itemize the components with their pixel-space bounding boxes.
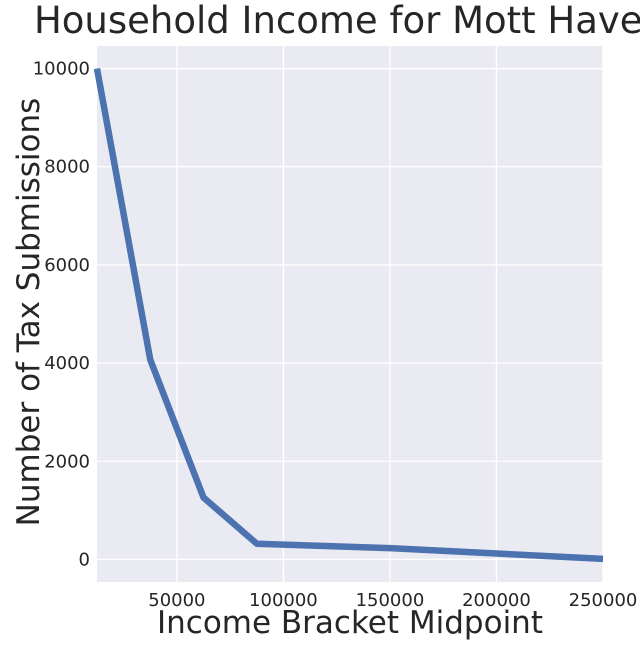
x-tick-label: 200000: [462, 590, 531, 611]
y-axis-label: Number of Tax Submissions: [11, 98, 47, 527]
y-tick-label: 2000: [44, 451, 90, 472]
tick-labels: 50000 100000 150000 200000 250000 0 2000 4000 60…: [33, 59, 638, 611]
y-tick-label: 8000: [44, 157, 90, 178]
x-axis-label: Income Bracket Midpoint: [157, 605, 543, 641]
y-tick-label: 0: [79, 549, 90, 570]
chart-title: Household Income for Mott Haven: [34, 0, 640, 42]
x-tick-label: 100000: [249, 590, 318, 611]
series-layer: [93, 67, 604, 563]
x-tick-label: 250000: [569, 590, 638, 611]
x-tick-label: 50000: [148, 590, 205, 611]
y-tick-label: 6000: [44, 255, 90, 276]
grid-lines: [97, 46, 604, 582]
y-tick-label: 10000: [33, 59, 90, 80]
series-line-0: [93, 67, 604, 563]
y-tick-label: 4000: [44, 353, 90, 374]
plot-area: [97, 46, 603, 582]
x-tick-label: 150000: [356, 590, 425, 611]
